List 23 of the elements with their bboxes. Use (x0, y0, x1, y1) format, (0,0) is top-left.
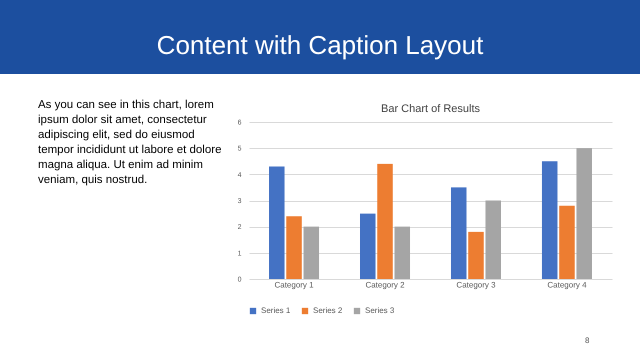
x-tick-label: Category 2 (365, 280, 406, 290)
legend-label: Series 3 (365, 306, 395, 315)
bar (485, 200, 502, 279)
bar (286, 216, 302, 279)
x-tick-label: Category 3 (456, 280, 496, 290)
legend-label: Series 1 (261, 306, 291, 315)
bar (304, 226, 320, 279)
bar (360, 214, 376, 279)
text: Content with Caption Layout (156, 30, 484, 61)
x-tick-label: Category 4 (547, 280, 588, 290)
bar (576, 148, 592, 279)
bar (450, 187, 466, 279)
text: As you can see in this chart, lorem ipsum dolor sit amet, consectetur adipiscing elit, sed do eiusmod tempor incididunt ut labore et dolore magna aliqua. Ut enim ad minim veniam, quis nostrud. (38, 98, 222, 188)
bar (468, 232, 484, 279)
bar (377, 164, 393, 279)
bar (394, 226, 410, 279)
bar (269, 166, 285, 279)
x-tick-label: Category 1 (274, 280, 314, 290)
legend-label: Series 2 (313, 306, 343, 315)
text: 8 (585, 336, 590, 345)
bar (559, 206, 575, 279)
chart-title: Bar Chart of Results (380, 103, 481, 115)
bar (542, 161, 558, 279)
